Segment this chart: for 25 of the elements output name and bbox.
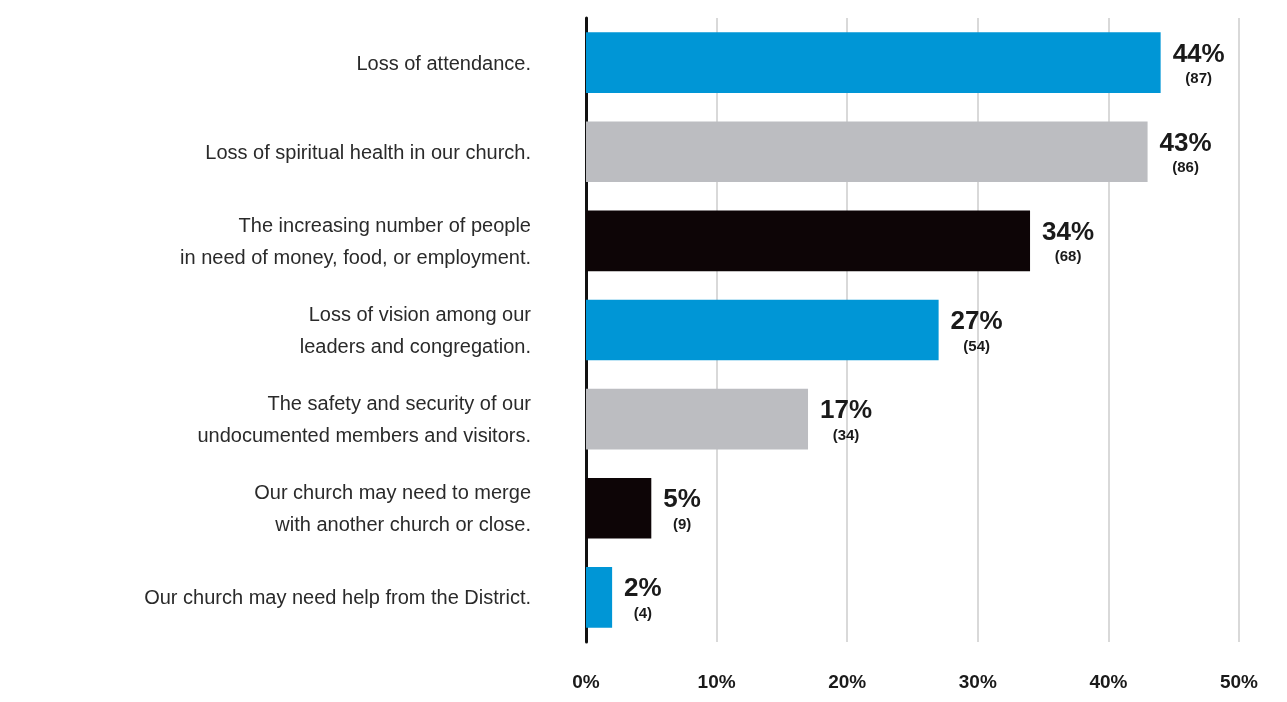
y-tick-label: Our church may need help from the District. (144, 586, 531, 609)
data-label: 44% (87) (1172, 37, 1225, 87)
data-label: 34% (68) (1042, 215, 1095, 265)
y-tick-label: Loss of vision among our leaders and congregation. (299, 303, 532, 357)
x-tick-label: 20% (828, 671, 867, 692)
data-label: 5% (9) (663, 483, 701, 532)
y-tick-label: The increasing number of people in need of money, food, or employment. (180, 213, 531, 268)
bar (586, 388, 809, 450)
bar (586, 567, 613, 628)
x-tick-label: 0% (572, 671, 600, 692)
y-tick-label: Loss of attendance. (356, 51, 531, 74)
data-label: 43% (86) (1159, 126, 1212, 176)
bar (586, 32, 1161, 93)
data-label: 17% (34) (820, 394, 873, 443)
y-tick-label: Loss of spiritual health in our church. (205, 140, 531, 163)
bar (586, 121, 1148, 183)
y-tick-label: The safety and security of our undocumented members and visitors. (197, 392, 532, 447)
x-tick-label: 30% (958, 671, 997, 692)
x-tick-label: 40% (1089, 671, 1128, 692)
x-tick-label: 10% (697, 671, 736, 692)
data-label: 2% (4) (624, 572, 662, 621)
y-tick-label: Our church may need to merge with another church or close. (254, 481, 531, 536)
data-label: 27% (54) (950, 305, 1003, 354)
bar (586, 299, 939, 361)
x-tick-label: 50% (1219, 671, 1259, 692)
